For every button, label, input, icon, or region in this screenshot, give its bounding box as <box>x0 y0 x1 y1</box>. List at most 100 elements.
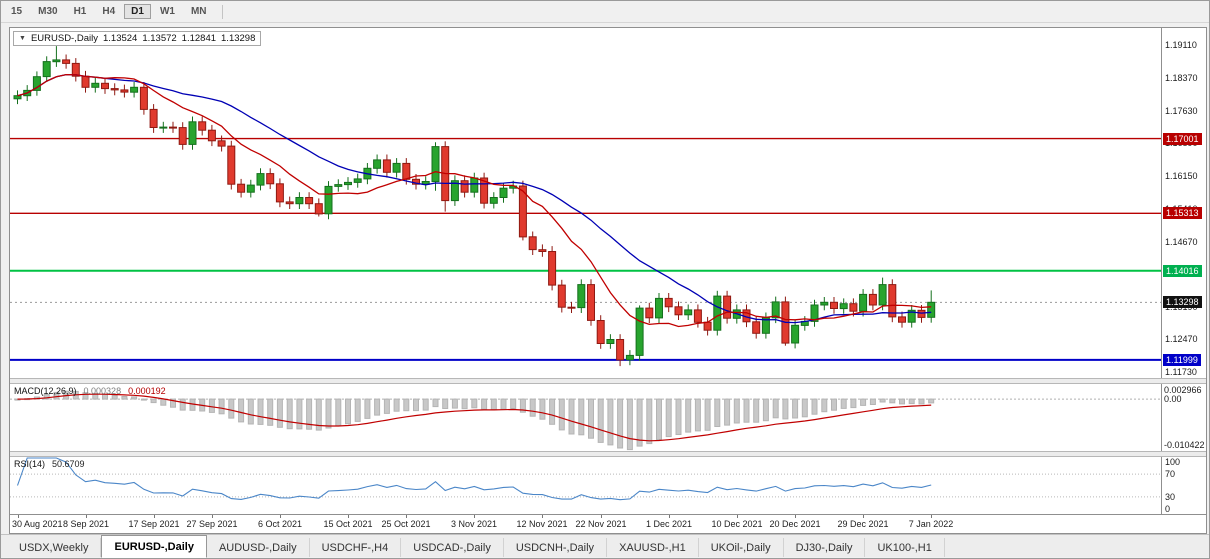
price-plot[interactable] <box>10 28 1163 378</box>
date-tick-mark <box>474 515 475 518</box>
horizontal-level-lines[interactable] <box>10 137 1163 361</box>
macd-plot[interactable] <box>10 384 1163 451</box>
date-label: 15 Oct 2021 <box>323 519 373 529</box>
date-label: 12 Nov 2021 <box>516 519 568 529</box>
price-tick: 1.17630 <box>1165 106 1198 116</box>
rsi-panel-splitter[interactable] <box>10 451 1206 457</box>
timeframe-toolbar: 15 M30 H1 H4 D1 W1 MN <box>1 1 1209 23</box>
chart-tab-usdcnh-daily[interactable]: USDCNH-,Daily <box>503 538 608 557</box>
chart-tab-usdx-weekly[interactable]: USDX,Weekly <box>7 538 102 557</box>
rsi-scale-tick: 30 <box>1165 492 1176 502</box>
price-tick: 1.11730 <box>1165 367 1197 377</box>
rsi-scale: 100 70 30 0 <box>1161 457 1206 514</box>
date-tick-mark <box>212 515 213 518</box>
toolbar-separator <box>221 4 223 19</box>
rsi-panel[interactable]: RSI(14) 50.6709 100 70 30 0 <box>10 457 1206 514</box>
macd-scale-tick: 0.00 <box>1164 394 1182 404</box>
price-badge: 1.14016 <box>1163 265 1202 277</box>
chart-tab-eurusd-daily[interactable]: EURUSD-,Daily <box>101 535 207 558</box>
rsi-plot[interactable] <box>10 457 1163 514</box>
chart-symbol-title: EURUSD-,Daily <box>30 33 98 44</box>
date-tick-mark <box>154 515 155 518</box>
chart-high-value: 1.13572 <box>142 33 177 44</box>
price-badge: 1.17001 <box>1163 133 1202 145</box>
date-tick-mark <box>931 515 932 518</box>
macd-scale: 0.002966 0.00 -0.010422 <box>1161 384 1206 451</box>
timeframe-button-m30[interactable]: M30 <box>31 4 64 19</box>
price-badge: 1.11999 <box>1163 354 1201 366</box>
macd-value: 0.000328 <box>83 386 122 396</box>
timeframe-button-15[interactable]: 15 <box>4 4 29 19</box>
chart-tab-usdcad-daily[interactable]: USDCAD-,Daily <box>401 538 504 557</box>
date-label: 17 Sep 2021 <box>128 519 180 529</box>
chart-region: ▼ EURUSD-,Daily 1.13524 1.13572 1.12841 … <box>9 27 1207 534</box>
rsi-scale-tick: 100 <box>1165 457 1181 467</box>
date-label: 1 Dec 2021 <box>645 519 693 529</box>
macd-panel-splitter[interactable] <box>10 378 1206 384</box>
timeframe-button-d1[interactable]: D1 <box>124 4 151 19</box>
macd-scale-tick: -0.010422 <box>1164 440 1205 450</box>
chart-low-value: 1.12841 <box>181 33 217 44</box>
date-label: 27 Sep 2021 <box>186 519 238 529</box>
macd-histogram <box>14 390 935 451</box>
timeframe-button-mn[interactable]: MN <box>184 4 214 19</box>
ma-slow-line <box>17 73 932 324</box>
macd-panel[interactable]: MACD(12,26,9) 0.000328 0.000192 0.002966… <box>10 384 1206 451</box>
date-tick-mark <box>542 515 543 518</box>
date-tick-mark <box>280 515 281 518</box>
macd-name: MACD(12,26,9) <box>14 386 77 396</box>
chart-tab-dj30-daily[interactable]: DJ30-,Daily <box>783 538 866 557</box>
candles <box>13 46 936 367</box>
chart-tab-usdchf-h4[interactable]: USDCHF-,H4 <box>309 538 402 557</box>
date-tick-mark <box>795 515 796 518</box>
date-tick-mark <box>601 515 602 518</box>
date-label: 30 Aug 2021 <box>12 519 63 529</box>
date-label: 20 Dec 2021 <box>769 519 821 529</box>
rsi-name: RSI(14) <box>14 459 46 469</box>
chart-tab-ukoil-daily[interactable]: UKOil-,Daily <box>698 538 784 557</box>
ma-fast-line <box>17 73 932 328</box>
date-axis: 30 Aug 2021 8 Sep 2021 17 Sep 2021 27 Sep 2… <box>10 514 1206 533</box>
rsi-label: RSI(14) 50.6709 <box>14 459 85 469</box>
date-label: 29 Dec 2021 <box>837 519 889 529</box>
macd-scale-tick: 0.002966 <box>1164 385 1202 395</box>
date-tick-mark <box>737 515 738 518</box>
price-scale: 1.191101.183701.176301.168901.161501.154… <box>1161 28 1206 378</box>
date-tick-mark <box>348 515 349 518</box>
date-tick-mark <box>406 515 407 518</box>
date-label: 6 Oct 2021 <box>257 519 303 529</box>
timeframe-button-h4[interactable]: H4 <box>95 4 122 19</box>
price-badge: 1.13298 <box>1163 296 1202 308</box>
chart-title-box: ▼ EURUSD-,Daily 1.13524 1.13572 1.12841 … <box>13 31 262 46</box>
chart-tab-audusd-daily[interactable]: AUDUSD-,Daily <box>206 538 310 557</box>
chart-tab-xauusd-h1[interactable]: XAUUSD-,H1 <box>607 538 699 557</box>
date-tick-mark <box>18 515 19 518</box>
chart-tabbar: USDX,Weekly EURUSD-,Daily AUDUSD-,Daily USD… <box>1 534 1209 558</box>
date-tick-mark <box>863 515 864 518</box>
chart-close-value: 1.13298 <box>221 33 256 44</box>
date-tick-mark <box>86 515 87 518</box>
date-tick-mark <box>669 515 670 518</box>
macd-signal-value: 0.000192 <box>128 386 166 396</box>
price-tick: 1.14670 <box>1165 237 1198 247</box>
timeframe-buttons: 15 M30 H1 H4 D1 W1 MN <box>3 4 215 19</box>
price-badge: 1.15313 <box>1163 207 1202 219</box>
price-tick: 1.19110 <box>1165 40 1197 50</box>
date-label: 3 Nov 2021 <box>450 519 498 529</box>
rsi-level-lines <box>10 473 1163 498</box>
rsi-scale-tick: 70 <box>1165 469 1176 479</box>
macd-signal-line <box>17 393 932 442</box>
macd-label: MACD(12,26,9) 0.000328 0.000192 <box>14 386 166 396</box>
one-click-trading-collapse-icon[interactable]: ▼ <box>19 35 26 42</box>
rsi-scale-tick: 0 <box>1165 504 1171 514</box>
date-label: 10 Dec 2021 <box>711 519 763 529</box>
timeframe-button-h1[interactable]: H1 <box>67 4 94 19</box>
date-label: 8 Sep 2021 <box>62 519 110 529</box>
chart-open-value: 1.13524 <box>102 33 138 44</box>
price-tick: 1.18370 <box>1165 73 1198 83</box>
chart-tab-uk100-h1[interactable]: UK100-,H1 <box>865 538 945 557</box>
date-label: 25 Oct 2021 <box>381 519 431 529</box>
main-chart-panel[interactable]: ▼ EURUSD-,Daily 1.13524 1.13572 1.12841 … <box>10 28 1206 378</box>
timeframe-button-w1[interactable]: W1 <box>153 4 182 19</box>
